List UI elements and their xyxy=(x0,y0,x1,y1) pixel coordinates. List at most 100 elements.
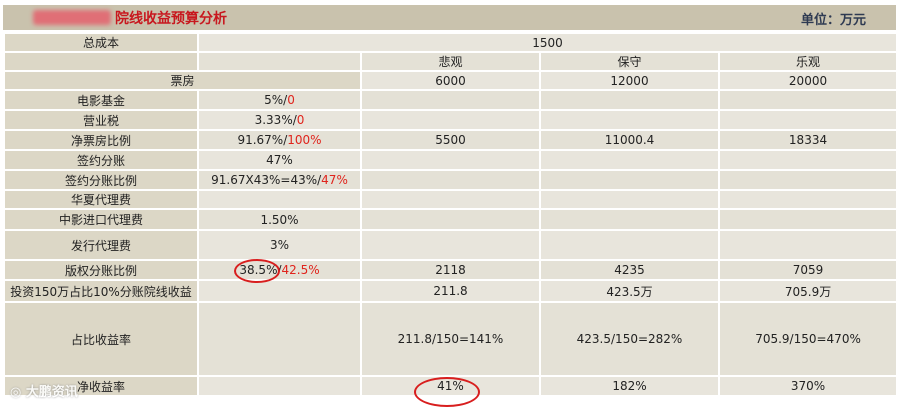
empty-cell xyxy=(539,229,720,261)
empty-cell xyxy=(360,109,541,131)
empty-cell xyxy=(717,189,899,210)
net-box-office-conservative: 11000.4 xyxy=(539,129,720,151)
contract-split-ratio-rate: 91.67X43%=43%/47% xyxy=(197,169,362,191)
row-label-box-office: 票房 xyxy=(3,70,362,91)
table-row: 营业税 3.33%/0 xyxy=(3,109,899,131)
row-label-film-fund: 电影基金 xyxy=(3,89,199,111)
rate-red-text: 0 xyxy=(287,93,295,107)
rate-red-text: 100% xyxy=(287,133,322,147)
scenario-pessimistic-header: 悲观 xyxy=(360,51,541,72)
empty-cell xyxy=(539,189,720,210)
scenario-conservative-header: 保守 xyxy=(539,51,720,72)
row-label-investment-return: 投资150万占比10%分账院线收益 xyxy=(3,279,199,303)
copyright-split-conservative: 4235 xyxy=(539,259,720,281)
scenario-optimistic-header: 乐观 xyxy=(717,51,899,72)
table-row: 投资150万占比10%分账院线收益 211.8 423.5万 705.9万 xyxy=(3,279,899,303)
empty-cell xyxy=(717,149,899,171)
box-office-conservative: 12000 xyxy=(539,70,720,91)
empty-cell xyxy=(197,375,362,397)
box-office-pessimistic: 6000 xyxy=(360,70,541,91)
rate-text: 5%/ xyxy=(264,93,288,107)
table-row: 中影进口代理费 1.50% xyxy=(3,208,899,231)
highlight-circle-net-yield xyxy=(414,377,480,407)
share-yield-optimistic: 705.9/150=470% xyxy=(717,301,899,377)
table-row: 占比收益率 211.8/150=141% 423.5/150=282% 705.… xyxy=(3,301,899,377)
empty-cell xyxy=(717,89,899,111)
empty-cell xyxy=(3,51,199,72)
row-label-share-yield: 占比收益率 xyxy=(3,301,199,377)
watermark: ◎ 大鹏资讯 xyxy=(10,385,78,400)
sheet-title: 院线收益预算分析 xyxy=(115,11,227,27)
table-row: 电影基金 5%/0 xyxy=(3,89,899,111)
table-row: 悲观 保守 乐观 xyxy=(3,51,899,72)
net-yield-optimistic: 370% xyxy=(717,375,899,397)
investment-return-pessimistic: 211.8 xyxy=(360,279,541,303)
empty-cell xyxy=(717,169,899,191)
budget-analysis-sheet: 院线收益预算分析 单位：万元 总成本 1500 悲观 保守 乐观 票房 6000… xyxy=(3,5,899,405)
table-row: 净收益率 41% 182% 370% xyxy=(3,375,899,397)
empty-cell xyxy=(197,301,362,377)
empty-cell xyxy=(717,229,899,261)
budget-table: 总成本 1500 悲观 保守 乐观 票房 6000 12000 20000 电影… xyxy=(3,32,899,397)
empty-cell xyxy=(539,149,720,171)
table-row: 票房 6000 12000 20000 xyxy=(3,70,899,91)
contract-split-rate: 47% xyxy=(197,149,362,171)
net-yield-conservative: 182% xyxy=(539,375,720,397)
investment-return-optimistic: 705.9万 xyxy=(717,279,899,303)
investment-return-conservative: 423.5万 xyxy=(539,279,720,303)
empty-cell xyxy=(360,229,541,261)
empty-cell xyxy=(360,89,541,111)
row-label-total-cost: 总成本 xyxy=(3,32,199,53)
redacted-name xyxy=(33,10,111,25)
row-label-distribution-agency: 发行代理费 xyxy=(3,229,199,261)
rate-text: 91.67%/ xyxy=(237,133,288,147)
copyright-split-optimistic: 7059 xyxy=(717,259,899,281)
rate-red-text: 47% xyxy=(321,173,348,187)
net-box-office-rate: 91.67%/100% xyxy=(197,129,362,151)
highlight-circle-copyright-rate xyxy=(234,259,280,283)
copyright-split-pessimistic: 2118 xyxy=(360,259,541,281)
table-row: 签约分账比例 91.67X43%=43%/47% xyxy=(3,169,899,191)
share-yield-pessimistic: 211.8/150=141% xyxy=(360,301,541,377)
table-row: 华夏代理费 xyxy=(3,189,899,210)
empty-cell xyxy=(539,109,720,131)
empty-cell xyxy=(197,279,362,303)
empty-cell xyxy=(197,51,362,72)
empty-cell xyxy=(717,208,899,231)
empty-cell xyxy=(197,189,362,210)
share-yield-conservative: 423.5/150=282% xyxy=(539,301,720,377)
row-label-business-tax: 营业税 xyxy=(3,109,199,131)
row-label-huaxia-agency: 华夏代理费 xyxy=(3,189,199,210)
row-label-copyright-split: 版权分账比例 xyxy=(3,259,199,281)
row-label-contract-split: 签约分账 xyxy=(3,149,199,171)
empty-cell xyxy=(539,169,720,191)
empty-cell xyxy=(360,189,541,210)
empty-cell xyxy=(360,169,541,191)
table-row: 签约分账 47% xyxy=(3,149,899,171)
table-row: 版权分账比例 38.5%/42.5% 2118 4235 7059 xyxy=(3,259,899,281)
film-fund-rate: 5%/0 xyxy=(197,89,362,111)
distribution-agency-rate: 3% xyxy=(197,229,362,261)
table-row: 净票房比例 91.67%/100% 5500 11000.4 18334 xyxy=(3,129,899,151)
row-label-net-yield: 净收益率 xyxy=(3,375,199,397)
rate-text: 91.67X43%=43%/ xyxy=(211,173,322,187)
row-label-net-box-office: 净票房比例 xyxy=(3,129,199,151)
empty-cell xyxy=(539,208,720,231)
rate-red-text: 42.5% xyxy=(281,263,320,277)
empty-cell xyxy=(360,149,541,171)
business-tax-rate: 3.33%/0 xyxy=(197,109,362,131)
total-cost-value: 1500 xyxy=(196,32,899,53)
row-label-contract-split-ratio: 签约分账比例 xyxy=(3,169,199,191)
rate-red-text: 0 xyxy=(296,113,305,127)
unit-label: 单位：万元 xyxy=(800,13,866,28)
net-box-office-pessimistic: 5500 xyxy=(360,129,541,151)
table-row: 总成本 1500 xyxy=(3,32,899,53)
empty-cell xyxy=(717,109,899,131)
empty-cell xyxy=(539,89,720,111)
net-box-office-optimistic: 18334 xyxy=(717,129,899,151)
empty-cell xyxy=(360,208,541,231)
rate-text: 3.33%/ xyxy=(254,113,297,127)
sheet-header: 院线收益预算分析 单位：万元 xyxy=(3,5,896,32)
table-row: 发行代理费 3% xyxy=(3,229,899,261)
row-label-zhongying-agency: 中影进口代理费 xyxy=(3,208,199,231)
